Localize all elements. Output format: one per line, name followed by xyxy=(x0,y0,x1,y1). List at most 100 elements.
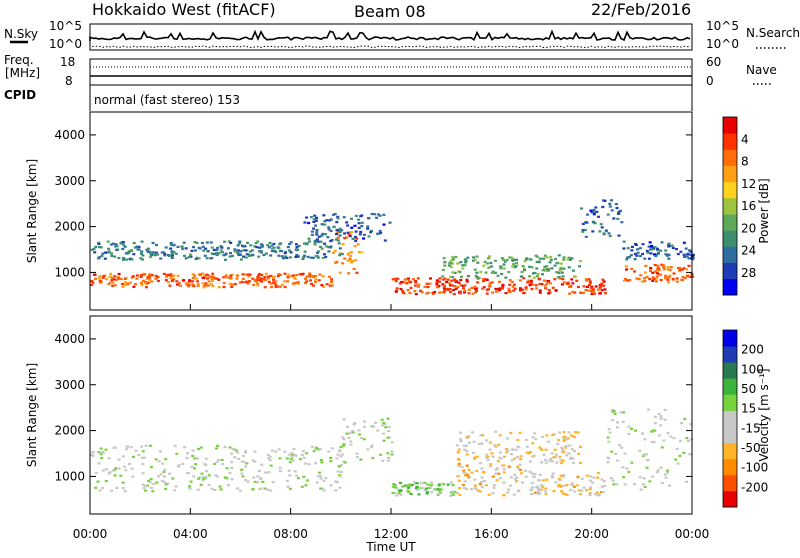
scatter-cell xyxy=(666,268,670,271)
scatter-cell xyxy=(566,437,570,440)
scatter-cell xyxy=(485,453,489,456)
scatter-cell xyxy=(311,274,315,278)
scatter-cell xyxy=(94,245,98,248)
scatter-cell xyxy=(329,460,333,463)
scatter-cell xyxy=(229,274,233,277)
scatter-cell xyxy=(543,265,547,268)
scatter-cell xyxy=(524,438,528,441)
scatter-cell xyxy=(562,437,566,440)
scatter-cell xyxy=(182,241,186,244)
scatter-cell xyxy=(451,484,455,487)
scatter-cell xyxy=(253,279,257,282)
scatter-cell xyxy=(326,236,330,239)
scatter-cell xyxy=(603,484,607,487)
scatter-cell xyxy=(94,471,98,474)
scatter-cell xyxy=(533,432,537,435)
scatter-cell xyxy=(209,275,213,278)
scatter-cell xyxy=(232,447,236,451)
scatter-cell xyxy=(647,257,651,260)
scatter-cell xyxy=(199,446,203,449)
scatter-cell xyxy=(376,213,380,216)
scatter-cell xyxy=(622,240,626,243)
scatter-cell xyxy=(142,272,146,275)
scatter-cell xyxy=(259,487,263,490)
scatter-cell xyxy=(528,275,532,278)
scatter-cell xyxy=(192,246,195,249)
scatter-cell xyxy=(481,434,485,437)
scatter-cell xyxy=(518,463,522,466)
scatter-cell xyxy=(336,231,340,234)
scatter-cell xyxy=(536,491,540,494)
scatter-cell xyxy=(140,274,144,277)
scatter-cell xyxy=(651,279,655,282)
scatter-cell xyxy=(353,235,357,239)
scatter-cell xyxy=(311,256,315,259)
scatter-cell xyxy=(475,289,478,293)
scatter-cell xyxy=(571,282,575,285)
scatter-cell xyxy=(357,218,360,221)
scatter-cell xyxy=(675,248,678,251)
scatter-cell xyxy=(649,248,653,251)
scatter-cell xyxy=(498,280,501,283)
scatter-cell xyxy=(516,467,520,470)
scatter-cell xyxy=(557,254,561,257)
scatter-cell xyxy=(184,257,188,260)
scatter-cell xyxy=(585,279,588,282)
scatter-cell xyxy=(610,450,614,453)
scatter-cell xyxy=(256,240,260,243)
scatter-cell xyxy=(565,484,569,487)
scatter-cell xyxy=(329,281,333,284)
scatter-cell xyxy=(371,457,375,460)
scatter-cell xyxy=(159,257,163,260)
scatter-cell xyxy=(318,471,321,474)
scatter-cell xyxy=(459,431,462,434)
scatter-cell xyxy=(626,247,630,250)
scatter-cell xyxy=(531,272,535,275)
scatter-cell xyxy=(262,253,266,257)
scatter-cell xyxy=(569,488,573,492)
scatter-cell xyxy=(463,480,467,483)
scatter-cell xyxy=(653,422,657,425)
scatter-cell xyxy=(672,272,676,275)
scatter-cell xyxy=(244,451,248,454)
scatter-cell xyxy=(643,438,647,441)
scatter-cell xyxy=(546,269,550,272)
scatter-cell xyxy=(148,250,152,253)
scatter-cell xyxy=(237,242,241,245)
scatter-cell xyxy=(465,278,469,281)
scatter-cell xyxy=(308,272,312,275)
scatter-cell xyxy=(555,461,559,464)
scatter-cell xyxy=(140,284,144,287)
scatter-cell xyxy=(243,273,247,276)
scatter-cell xyxy=(298,273,302,276)
scatter-cell xyxy=(437,489,441,492)
scatter-cell xyxy=(394,484,398,487)
scatter-cell xyxy=(463,486,466,490)
scatter-cell xyxy=(650,430,654,433)
scatter-cell xyxy=(289,251,293,254)
scatter-cell xyxy=(550,267,554,270)
scatter-cell xyxy=(387,456,391,459)
scatter-cell xyxy=(550,474,554,477)
scatter-cell xyxy=(639,488,643,491)
scatter-cell xyxy=(355,271,359,274)
scatter-cell xyxy=(527,452,531,455)
scatter-cell xyxy=(313,239,317,242)
scatter-cell xyxy=(485,439,488,442)
scatter-cell xyxy=(114,243,118,246)
scatter-cell xyxy=(413,290,417,293)
scatter-cell xyxy=(257,274,261,277)
colorbar-tick-label: -200 xyxy=(741,480,768,494)
scatter-cell xyxy=(222,281,226,285)
scatter-cell xyxy=(627,425,631,428)
scatter-cell xyxy=(564,445,568,448)
scatter-cell xyxy=(507,465,511,468)
scatter-cell xyxy=(263,286,267,289)
scatter-cell xyxy=(173,444,177,447)
scatter-cell xyxy=(520,270,524,273)
scatter-cell xyxy=(212,248,216,251)
scatter-cell xyxy=(193,467,197,470)
scatter-cell xyxy=(452,293,456,296)
y-tick-label: 1000 xyxy=(54,265,85,279)
scatter-cell xyxy=(330,278,334,281)
